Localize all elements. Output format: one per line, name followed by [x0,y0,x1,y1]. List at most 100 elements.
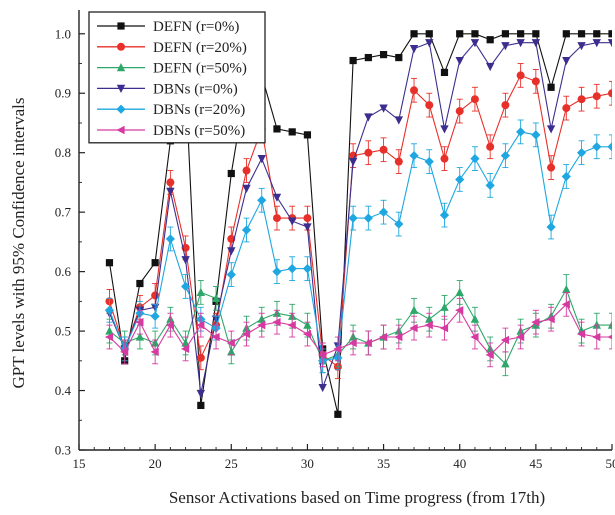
data-point [151,259,159,267]
x-tick-label: 40 [453,456,466,471]
data-point [272,267,282,277]
legend-item: DEFN (r=0%) [97,19,239,35]
legend-item: DBNs (r=0%) [97,81,238,97]
data-point [576,329,586,339]
data-point [424,320,433,330]
data-point [409,323,418,333]
legend: DEFN (r=0%) DEFN (r=20%) DEFN (r=50%) DBNs … [88,11,266,144]
data-point [608,30,612,38]
data-point [592,142,602,152]
legend-label: DEFN (r=20%) [153,40,247,56]
data-point [501,42,510,51]
data-point [303,214,312,223]
data-point [334,410,342,418]
data-point [592,332,601,342]
y-tick-label: 0.7 [55,205,72,220]
data-point [440,68,449,77]
y-tick-label: 0.4 [55,383,72,398]
data-point [531,39,541,48]
data-point [470,95,479,104]
data-point [531,317,540,327]
data-point [150,311,160,321]
data-point [562,56,571,66]
data-point [425,101,434,110]
y-tick-label: 0.3 [55,443,71,458]
data-point [241,329,251,339]
series-line [108,33,612,415]
data-point [272,317,281,327]
data-point [302,264,313,274]
data-point [394,219,404,229]
data-point [593,30,601,38]
axes: 15 20 25 30 35 40 45 50 0.3 0.4 0.5 0.6 0.7 0.8 0.9 1.0 [55,10,615,471]
legend-marker [117,42,125,51]
legend-item: DBNs (r=20%) [97,102,245,118]
data-point [348,338,357,348]
data-point [135,317,144,327]
data-point [440,125,449,134]
data-point [379,104,388,113]
data-point [577,30,586,38]
x-tick-label: 45 [529,456,542,471]
data-point [395,53,403,62]
data-point [546,222,556,232]
data-point [455,174,465,185]
legend-label: DBNs (r=0%) [153,81,238,97]
data-point [196,389,206,399]
x-tick-label: 50 [606,456,615,471]
data-point [242,184,251,193]
data-point [516,39,525,48]
data-point [333,344,342,354]
data-point [120,347,129,357]
data-point [439,323,449,333]
x-tick-label: 20 [149,456,162,471]
y-tick-label: 0.8 [55,145,71,160]
data-point [104,305,115,315]
data-point [227,169,235,178]
data-point [485,180,495,191]
data-point [272,193,282,202]
data-point [394,332,403,342]
x-tick-label: 25 [225,456,238,471]
data-point [561,300,570,309]
data-point [379,145,388,154]
data-point [531,130,541,140]
data-point [196,320,205,330]
data-point [516,332,525,342]
data-point [409,305,419,314]
y-tick-label: 0.9 [55,86,71,101]
data-point [440,154,449,163]
data-point [242,166,251,175]
data-point [607,39,612,48]
data-point [257,195,267,205]
data-point [181,256,190,265]
data-point [470,314,480,323]
data-point [181,281,191,292]
data-point [425,30,433,38]
series-line [108,41,612,394]
y-tick-label: 0.5 [55,324,71,339]
data-point [364,148,373,157]
data-point [318,383,327,393]
data-point [409,151,419,161]
x-tick-label: 30 [301,456,314,471]
data-point [394,157,403,166]
data-point [348,213,358,223]
legend-marker [117,22,125,30]
data-point [394,116,403,125]
series-line [109,288,612,365]
data-point [226,338,235,348]
data-point [577,42,586,51]
legend-marker [116,104,126,114]
legend-label: DEFN (r=0%) [153,19,239,35]
legend-item: DBNs (r=50%) [97,123,245,139]
data-point [456,30,464,38]
data-point [501,359,510,368]
data-point [455,287,464,297]
data-point [455,306,464,315]
data-point [378,207,389,217]
data-point [471,30,479,38]
series-line [108,131,612,362]
data-point [410,86,419,95]
data-point [151,291,160,300]
